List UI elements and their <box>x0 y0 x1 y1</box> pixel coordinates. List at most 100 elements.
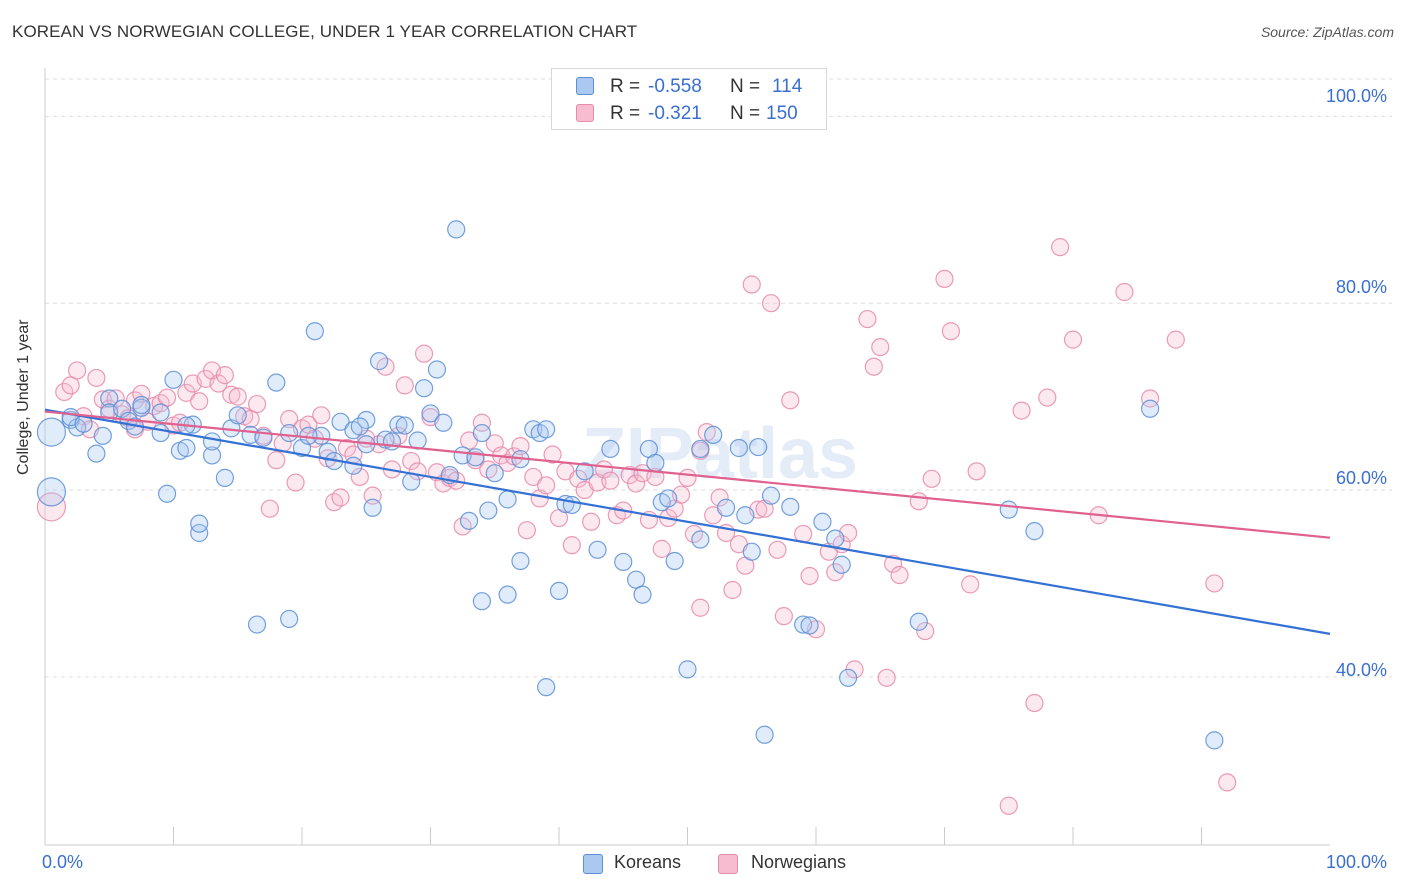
korean-point <box>370 352 389 371</box>
korean-point <box>190 523 209 543</box>
korean-point <box>202 446 222 465</box>
norwegian-point <box>723 580 742 600</box>
korean-r-label: R = <box>610 76 641 97</box>
norwegian-point <box>337 438 357 458</box>
korean-point <box>562 495 581 515</box>
norwegian-point <box>678 468 697 487</box>
korean-point <box>1205 731 1224 750</box>
norwegian-point <box>1012 401 1031 420</box>
norwegian-legend-label: Norwegians <box>751 852 847 872</box>
legend-row-norwegians: R = -0.321 N = 150 <box>552 101 826 127</box>
korean-point <box>794 615 813 634</box>
norwegian-point <box>935 269 954 289</box>
norwegian-point <box>414 344 434 363</box>
korean-point <box>813 512 832 531</box>
norwegian-point <box>1140 389 1160 408</box>
korean-point <box>588 540 607 559</box>
y-tick-label-100: 100.0% <box>1326 86 1388 106</box>
korean-n-label: N = <box>730 76 761 97</box>
korean-point <box>646 453 665 473</box>
norwegian-point <box>1115 282 1134 302</box>
korean-point <box>36 417 67 447</box>
korean-point <box>421 404 440 423</box>
norwegian-point <box>87 368 106 388</box>
korean-point <box>350 417 369 436</box>
korean-point <box>601 439 620 459</box>
korean-point <box>909 612 928 631</box>
korean-point <box>691 530 710 549</box>
korean-point <box>395 416 414 435</box>
korean-point <box>190 514 209 533</box>
norwegian-point <box>742 275 761 294</box>
norwegian-point <box>543 445 562 464</box>
y-tick-label-40: 40.0% <box>1336 660 1388 680</box>
korean-point <box>459 511 479 530</box>
x-tick-label-min: 0.0% <box>42 852 84 872</box>
norwegian-point <box>537 476 556 495</box>
norwegian-point <box>999 796 1018 815</box>
korean-point <box>280 609 299 629</box>
norwegian-point <box>864 357 883 376</box>
korean-point <box>151 423 170 443</box>
korean-point <box>498 490 517 509</box>
korean-point <box>704 425 723 445</box>
korean-point <box>761 486 781 505</box>
y-tick-label-80: 80.0% <box>1336 277 1388 297</box>
norwegian-r-label: R = <box>610 103 641 124</box>
norwegian-point <box>61 376 80 395</box>
y-tick-label-60: 60.0% <box>1336 468 1388 488</box>
korean-point <box>826 529 845 548</box>
norwegian-point <box>582 512 601 531</box>
norwegian-point <box>350 467 369 487</box>
korean-point <box>742 542 761 561</box>
norwegian-point <box>280 409 299 429</box>
korean-swatch <box>576 77 594 95</box>
legend-row-koreans: R = -0.558 N = 114 <box>552 74 826 100</box>
korean-point <box>164 370 183 389</box>
korean-n-value: 114 <box>772 76 803 97</box>
norwegian-point <box>331 488 350 507</box>
norwegian-point <box>472 413 491 432</box>
norwegian-point <box>286 473 305 492</box>
korean-point <box>363 498 382 517</box>
korean-point <box>157 484 177 503</box>
norwegian-point <box>916 621 935 641</box>
korean-point <box>427 360 447 379</box>
norwegian-point <box>961 575 980 594</box>
norwegian-legend-swatch <box>718 854 738 874</box>
korean-point <box>626 570 646 589</box>
korean-point <box>678 660 697 679</box>
norwegian-point <box>967 462 986 481</box>
x-tick-label-max: 100.0% <box>1326 852 1388 872</box>
korean-point <box>729 438 749 458</box>
korean-point <box>1025 522 1044 541</box>
norwegian-point <box>800 566 819 586</box>
source-label: Source: ZipAtlas.com <box>1260 24 1394 40</box>
korean-point <box>755 725 774 744</box>
norwegian-point <box>774 607 793 626</box>
korean-point <box>472 423 491 443</box>
korean-point <box>151 403 170 422</box>
norwegian-point <box>691 598 710 617</box>
norwegian-n-label: N = <box>730 103 761 124</box>
korean-point <box>466 448 485 467</box>
norwegian-point <box>55 382 74 402</box>
norwegian-point <box>601 471 620 490</box>
norwegian-point <box>922 469 941 488</box>
korean-point <box>382 432 402 451</box>
norwegian-point <box>228 387 247 406</box>
chart-title: KOREAN VS NORWEGIAN COLLEGE, UNDER 1 YEA… <box>12 22 638 41</box>
norwegian-point <box>761 294 781 313</box>
stats-legend: R = -0.558 N = 114 R = -0.321 N = 150 <box>551 68 827 130</box>
korean-point <box>344 456 363 475</box>
norwegian-point <box>768 540 787 559</box>
norwegian-point <box>858 309 877 329</box>
norwegian-point <box>190 392 209 411</box>
norwegian-point <box>1166 330 1185 349</box>
norwegian-point <box>402 451 421 471</box>
korean-point <box>414 379 434 398</box>
norwegian-point <box>177 383 196 402</box>
korean-point <box>202 432 222 451</box>
korean-point <box>633 585 652 604</box>
